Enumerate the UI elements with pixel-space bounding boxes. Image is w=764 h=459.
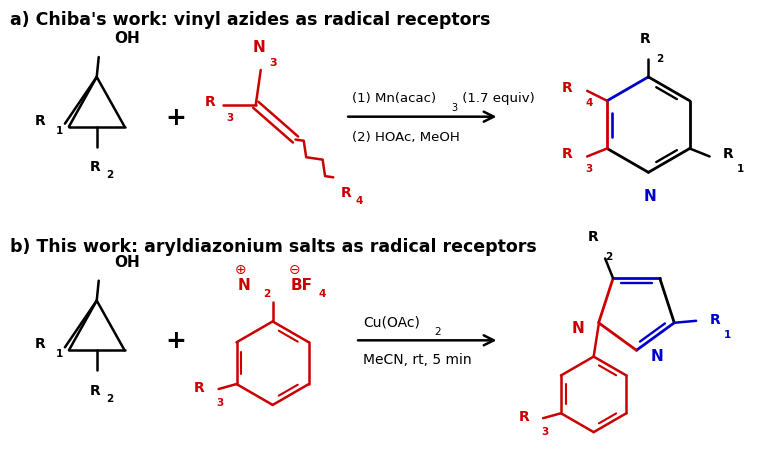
Text: ⊖: ⊖ bbox=[289, 262, 300, 276]
Text: MeCN, rt, 5 min: MeCN, rt, 5 min bbox=[363, 353, 471, 366]
Text: OH: OH bbox=[115, 254, 141, 269]
Text: (1.7 equiv): (1.7 equiv) bbox=[458, 91, 534, 105]
Text: ⊕: ⊕ bbox=[235, 262, 247, 276]
Text: R: R bbox=[89, 160, 100, 174]
Text: R: R bbox=[723, 147, 733, 161]
Text: 4: 4 bbox=[319, 288, 325, 298]
Text: 4: 4 bbox=[355, 196, 363, 206]
Text: R: R bbox=[34, 336, 45, 351]
Text: R: R bbox=[710, 312, 720, 326]
Text: N: N bbox=[650, 348, 663, 363]
Text: R: R bbox=[588, 229, 598, 243]
Text: 4: 4 bbox=[585, 98, 593, 107]
Text: 1: 1 bbox=[736, 164, 743, 174]
Text: 1: 1 bbox=[56, 125, 63, 135]
Text: 2: 2 bbox=[105, 393, 113, 403]
Text: 1: 1 bbox=[56, 348, 63, 358]
Text: 3: 3 bbox=[541, 426, 549, 436]
Text: 3: 3 bbox=[226, 112, 233, 123]
Text: N: N bbox=[238, 278, 251, 292]
Text: a) Chiba's work: vinyl azides as radical receptors: a) Chiba's work: vinyl azides as radical… bbox=[10, 11, 490, 29]
Text: R: R bbox=[204, 95, 215, 108]
Text: Cu(OAc): Cu(OAc) bbox=[363, 315, 420, 329]
Text: +: + bbox=[166, 106, 186, 129]
Text: 2: 2 bbox=[656, 54, 664, 64]
Text: (2) HOAc, MeOH: (2) HOAc, MeOH bbox=[352, 130, 460, 143]
Text: 3: 3 bbox=[217, 397, 224, 407]
Text: N: N bbox=[572, 320, 584, 336]
Text: BF: BF bbox=[290, 278, 312, 292]
Text: R: R bbox=[562, 81, 572, 95]
Text: R: R bbox=[562, 147, 572, 161]
Text: 2: 2 bbox=[263, 288, 270, 298]
Text: OH: OH bbox=[115, 31, 141, 46]
Text: R: R bbox=[194, 380, 205, 394]
Text: N: N bbox=[252, 40, 265, 55]
Text: R: R bbox=[342, 186, 352, 200]
Text: 2: 2 bbox=[605, 251, 613, 261]
Text: R: R bbox=[640, 32, 651, 46]
Text: 2: 2 bbox=[435, 327, 442, 336]
Text: 2: 2 bbox=[105, 170, 113, 180]
Text: R: R bbox=[89, 383, 100, 397]
Text: (1) Mn(acac): (1) Mn(acac) bbox=[352, 91, 436, 105]
Text: 3: 3 bbox=[270, 58, 277, 68]
Text: N: N bbox=[644, 189, 657, 204]
Text: +: + bbox=[166, 329, 186, 353]
Text: 3: 3 bbox=[585, 164, 592, 174]
Text: R: R bbox=[519, 409, 529, 423]
Text: R: R bbox=[34, 113, 45, 128]
Text: 3: 3 bbox=[452, 102, 458, 112]
Text: b) This work: aryldiazonium salts as radical receptors: b) This work: aryldiazonium salts as rad… bbox=[10, 237, 537, 255]
Text: 1: 1 bbox=[724, 329, 731, 339]
